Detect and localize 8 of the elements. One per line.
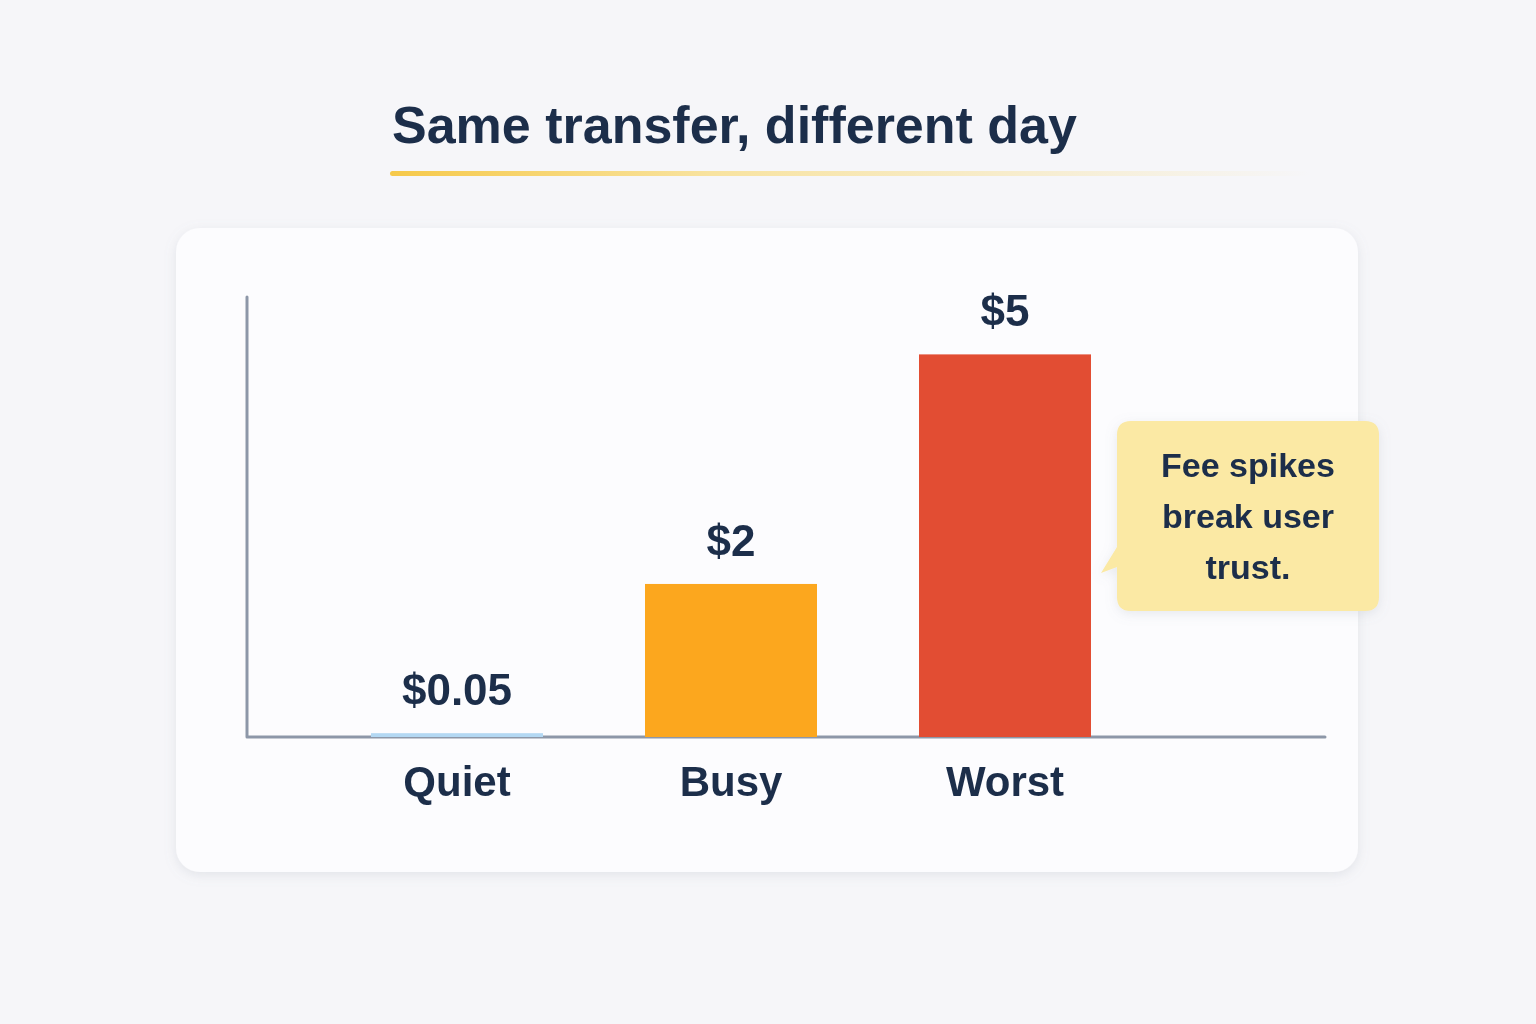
x-tick-label: Quiet xyxy=(403,758,511,805)
x-tick-label: Busy xyxy=(679,758,783,805)
x-tick-label: Worst xyxy=(945,758,1065,805)
data-label: $5 xyxy=(980,286,1030,336)
chart-title: Same transfer, different day xyxy=(392,96,1077,154)
data-label: $2 xyxy=(706,515,756,565)
annotation: Fee spikes break user trust. xyxy=(1161,446,1335,586)
data-label: $0.05 xyxy=(401,665,513,715)
